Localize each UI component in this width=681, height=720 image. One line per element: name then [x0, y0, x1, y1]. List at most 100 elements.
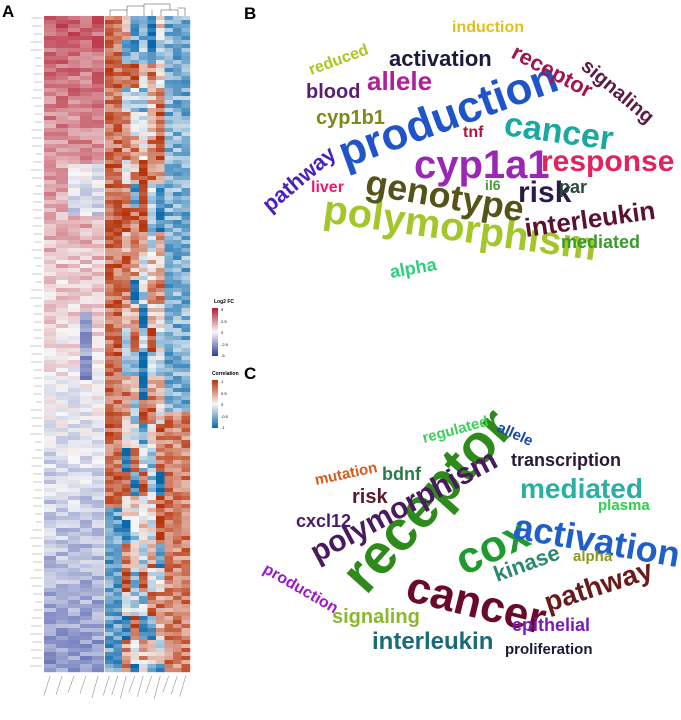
correlation-cell — [164, 240, 174, 245]
correlation-cell — [139, 668, 148, 673]
correlation-cell — [164, 68, 174, 73]
fc-cell — [44, 404, 57, 409]
correlation-cell — [113, 144, 123, 149]
correlation-cell — [122, 576, 131, 581]
fc-cell — [92, 576, 105, 581]
fc-cell — [44, 652, 57, 657]
correlation-cell — [156, 556, 165, 561]
correlation-cell — [139, 552, 148, 557]
correlation-cell — [122, 404, 131, 409]
correlation-cell — [173, 92, 182, 97]
correlation-cell — [164, 384, 174, 389]
correlation-cell — [181, 100, 191, 105]
fc-cell — [68, 348, 81, 353]
fc-cell — [80, 352, 93, 357]
fc-cell — [92, 100, 105, 105]
correlation-cell — [156, 24, 165, 29]
correlation-cell — [173, 64, 182, 69]
correlation-cell — [139, 328, 148, 333]
correlation-cell — [113, 400, 123, 405]
correlation-cell — [130, 412, 140, 417]
fc-cell — [44, 316, 57, 321]
correlation-cell — [156, 264, 165, 269]
fc-cell — [92, 56, 105, 61]
correlation-cell — [122, 632, 131, 637]
correlation-cell — [173, 372, 182, 377]
fc-cell — [44, 80, 57, 85]
correlation-cell — [156, 456, 165, 461]
fc-cell — [80, 444, 93, 449]
fc-cell — [56, 416, 69, 421]
fc-cell — [56, 512, 69, 517]
correlation-cell — [130, 184, 140, 189]
fc-cell — [56, 184, 69, 189]
correlation-cell — [113, 360, 123, 365]
correlation-cell — [173, 488, 182, 493]
correlation-cell — [164, 564, 174, 569]
correlation-cell — [105, 192, 114, 197]
correlation-cell — [156, 64, 165, 69]
correlation-cell — [105, 416, 114, 421]
fc-cell — [44, 152, 57, 157]
correlation-cell — [147, 480, 157, 485]
correlation-cell — [105, 444, 114, 449]
correlation-cell — [139, 384, 148, 389]
correlation-cell — [156, 392, 165, 397]
fc-cell — [80, 200, 93, 205]
correlation-cell — [122, 128, 131, 133]
fc-cell — [56, 516, 69, 521]
correlation-cell — [156, 632, 165, 637]
fc-cell — [68, 192, 81, 197]
correlation-cell — [130, 468, 140, 473]
fc-cell — [56, 156, 69, 161]
correlation-cell — [130, 636, 140, 641]
correlation-cell — [156, 340, 165, 345]
fc-cell — [92, 452, 105, 457]
fc-cell — [44, 560, 57, 565]
fc-cell — [56, 356, 69, 361]
correlation-cell — [181, 488, 191, 493]
fc-cell — [44, 108, 57, 113]
correlation-cell — [164, 300, 174, 305]
correlation-cell — [181, 428, 191, 433]
correlation-cell — [139, 596, 148, 601]
correlation-cell — [113, 468, 123, 473]
correlation-cell — [173, 404, 182, 409]
word-epithelial: epithelial — [512, 615, 590, 635]
fc-cell — [44, 184, 57, 189]
word-alpha: alpha — [388, 254, 439, 282]
correlation-cell — [113, 224, 123, 229]
correlation-cell — [181, 284, 191, 289]
correlation-cell — [147, 224, 157, 229]
correlation-cell — [156, 544, 165, 549]
correlation-cell — [147, 644, 157, 649]
correlation-cell — [105, 336, 114, 341]
correlation-cell — [173, 160, 182, 165]
correlation-cell — [130, 360, 140, 365]
correlation-cell — [113, 476, 123, 481]
correlation-cell — [105, 604, 114, 609]
correlation-cell — [113, 88, 123, 93]
fc-cell — [44, 580, 57, 585]
correlation-cell — [139, 36, 148, 41]
correlation-cell — [156, 36, 165, 41]
fc-cell — [44, 380, 57, 385]
correlation-cell — [113, 388, 123, 393]
fc-cell — [44, 592, 57, 597]
correlation-cell — [130, 388, 140, 393]
correlation-cell — [181, 492, 191, 497]
fc-cell — [80, 128, 93, 133]
correlation-cell — [113, 436, 123, 441]
correlation-cell — [147, 84, 157, 89]
correlation-cell — [139, 296, 148, 301]
correlation-cell — [105, 620, 114, 625]
correlation-cell — [113, 604, 123, 609]
correlation-cell — [156, 148, 165, 153]
correlation-cell — [164, 336, 174, 341]
correlation-cell — [156, 564, 165, 569]
correlation-cell — [181, 348, 191, 353]
correlation-cell — [156, 384, 165, 389]
correlation-cell — [122, 108, 131, 113]
fc-cell — [80, 296, 93, 301]
correlation-cell — [105, 468, 114, 473]
